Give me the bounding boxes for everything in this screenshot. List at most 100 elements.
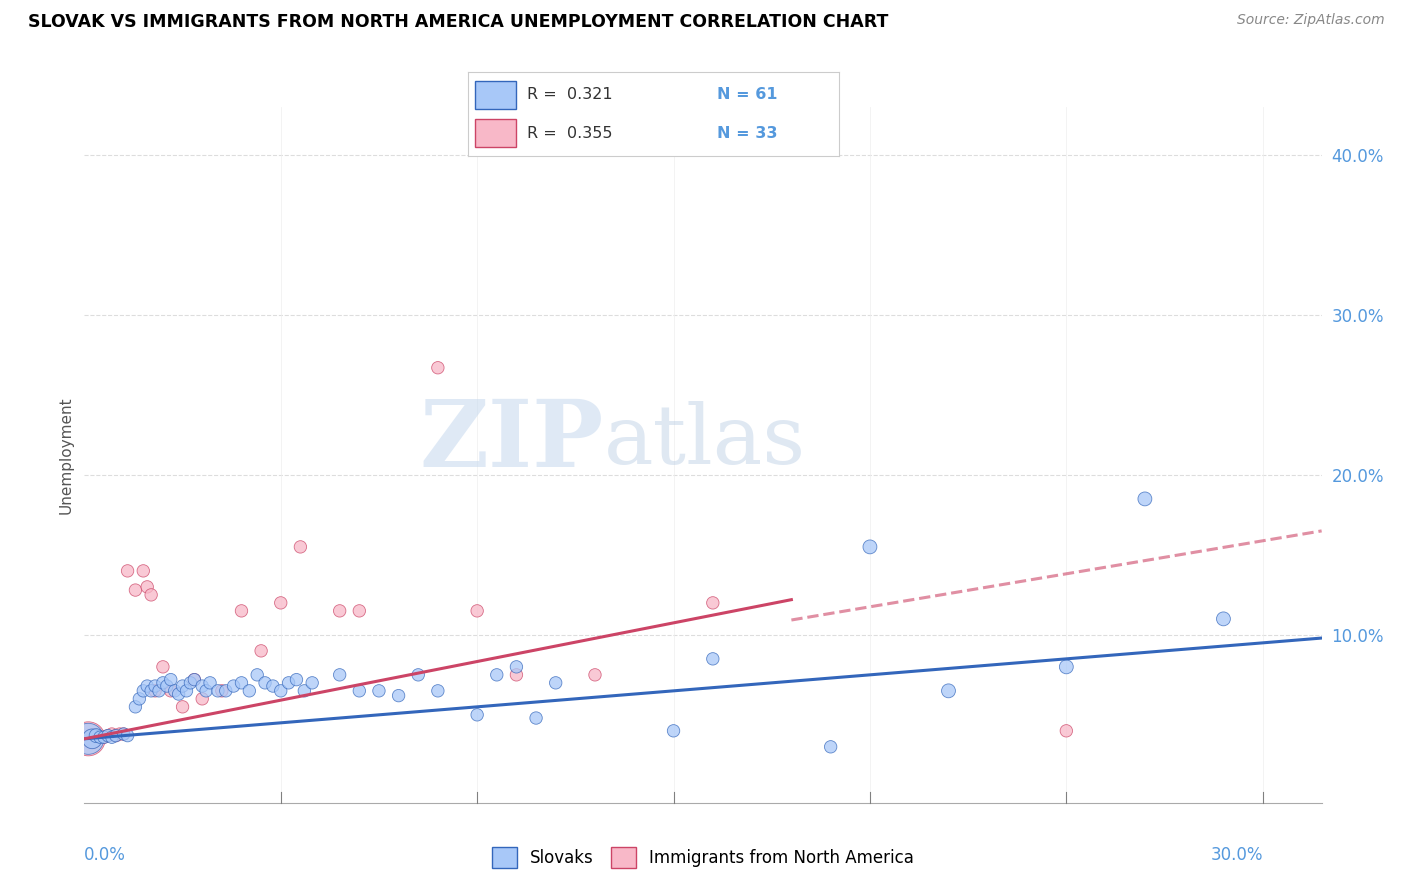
Point <box>485 668 508 682</box>
Point <box>329 604 352 618</box>
Point <box>108 727 131 741</box>
Point <box>101 730 124 744</box>
Point <box>124 699 146 714</box>
Point <box>662 723 685 738</box>
Point <box>172 699 194 714</box>
Point <box>207 683 229 698</box>
Point <box>262 679 284 693</box>
Point <box>101 727 124 741</box>
Point <box>172 679 194 693</box>
Point <box>349 604 371 618</box>
Point <box>148 683 170 698</box>
Point <box>183 673 205 687</box>
Text: 0.0%: 0.0% <box>84 846 127 864</box>
Point <box>1054 723 1077 738</box>
Point <box>544 676 567 690</box>
Point <box>329 668 352 682</box>
Point <box>426 683 449 698</box>
Point <box>938 683 960 698</box>
Point <box>132 683 155 698</box>
Point <box>117 729 139 743</box>
Point <box>505 660 527 674</box>
Point <box>215 683 238 698</box>
Point <box>368 683 391 698</box>
Point <box>270 683 292 698</box>
Text: Source: ZipAtlas.com: Source: ZipAtlas.com <box>1237 13 1385 28</box>
Point <box>124 583 146 598</box>
Point <box>82 731 104 746</box>
Point <box>277 676 299 690</box>
Point <box>465 604 488 618</box>
Text: SLOVAK VS IMMIGRANTS FROM NORTH AMERICA UNEMPLOYMENT CORRELATION CHART: SLOVAK VS IMMIGRANTS FROM NORTH AMERICA … <box>28 13 889 31</box>
Text: ZIP: ZIP <box>420 396 605 486</box>
Point <box>285 673 308 687</box>
Point <box>156 679 179 693</box>
Point <box>77 731 100 746</box>
Point <box>290 540 312 554</box>
Point <box>301 676 323 690</box>
Point <box>250 644 273 658</box>
Point <box>139 588 162 602</box>
Point <box>112 727 135 741</box>
Point <box>349 683 371 698</box>
Point <box>112 727 135 741</box>
Point <box>465 707 488 722</box>
Point <box>702 652 724 666</box>
Point <box>117 564 139 578</box>
Point <box>270 596 292 610</box>
Text: 30.0%: 30.0% <box>1211 846 1263 864</box>
Point <box>84 729 107 743</box>
Point <box>82 731 104 746</box>
Point <box>246 668 269 682</box>
Point <box>93 730 115 744</box>
Point <box>702 596 724 610</box>
Point <box>77 731 100 746</box>
Point <box>292 683 315 698</box>
Point <box>387 689 409 703</box>
Point <box>89 730 111 744</box>
Point <box>426 360 449 375</box>
Point <box>143 683 166 698</box>
Point <box>84 729 107 743</box>
Point <box>524 711 547 725</box>
Point <box>183 673 205 687</box>
Point <box>167 687 190 701</box>
Point <box>231 676 253 690</box>
Point <box>231 604 253 618</box>
Point <box>132 564 155 578</box>
Point <box>179 676 201 690</box>
Point <box>93 730 115 744</box>
Point <box>191 691 214 706</box>
Point <box>136 580 159 594</box>
Point <box>176 683 198 698</box>
Point <box>222 679 245 693</box>
Point <box>505 668 527 682</box>
Point <box>191 679 214 693</box>
Point <box>152 676 174 690</box>
Point <box>859 540 882 554</box>
Point <box>139 683 162 698</box>
Text: atlas: atlas <box>605 401 806 481</box>
Point <box>195 683 218 698</box>
Point <box>583 668 606 682</box>
Point <box>1212 612 1234 626</box>
Point <box>159 673 181 687</box>
Point <box>143 679 166 693</box>
Point <box>97 729 120 743</box>
Point <box>128 691 150 706</box>
Point <box>211 683 233 698</box>
Point <box>198 676 221 690</box>
Point <box>406 668 429 682</box>
Y-axis label: Unemployment: Unemployment <box>58 396 73 514</box>
Point <box>104 729 127 743</box>
Point <box>1054 660 1077 674</box>
Point <box>136 679 159 693</box>
Point <box>163 683 186 698</box>
Point <box>104 729 127 743</box>
Point <box>97 729 120 743</box>
Point <box>820 739 842 754</box>
Point <box>254 676 277 690</box>
Point <box>1133 491 1156 506</box>
Point <box>159 683 181 698</box>
Legend: Slovaks, Immigrants from North America: Slovaks, Immigrants from North America <box>485 841 921 874</box>
